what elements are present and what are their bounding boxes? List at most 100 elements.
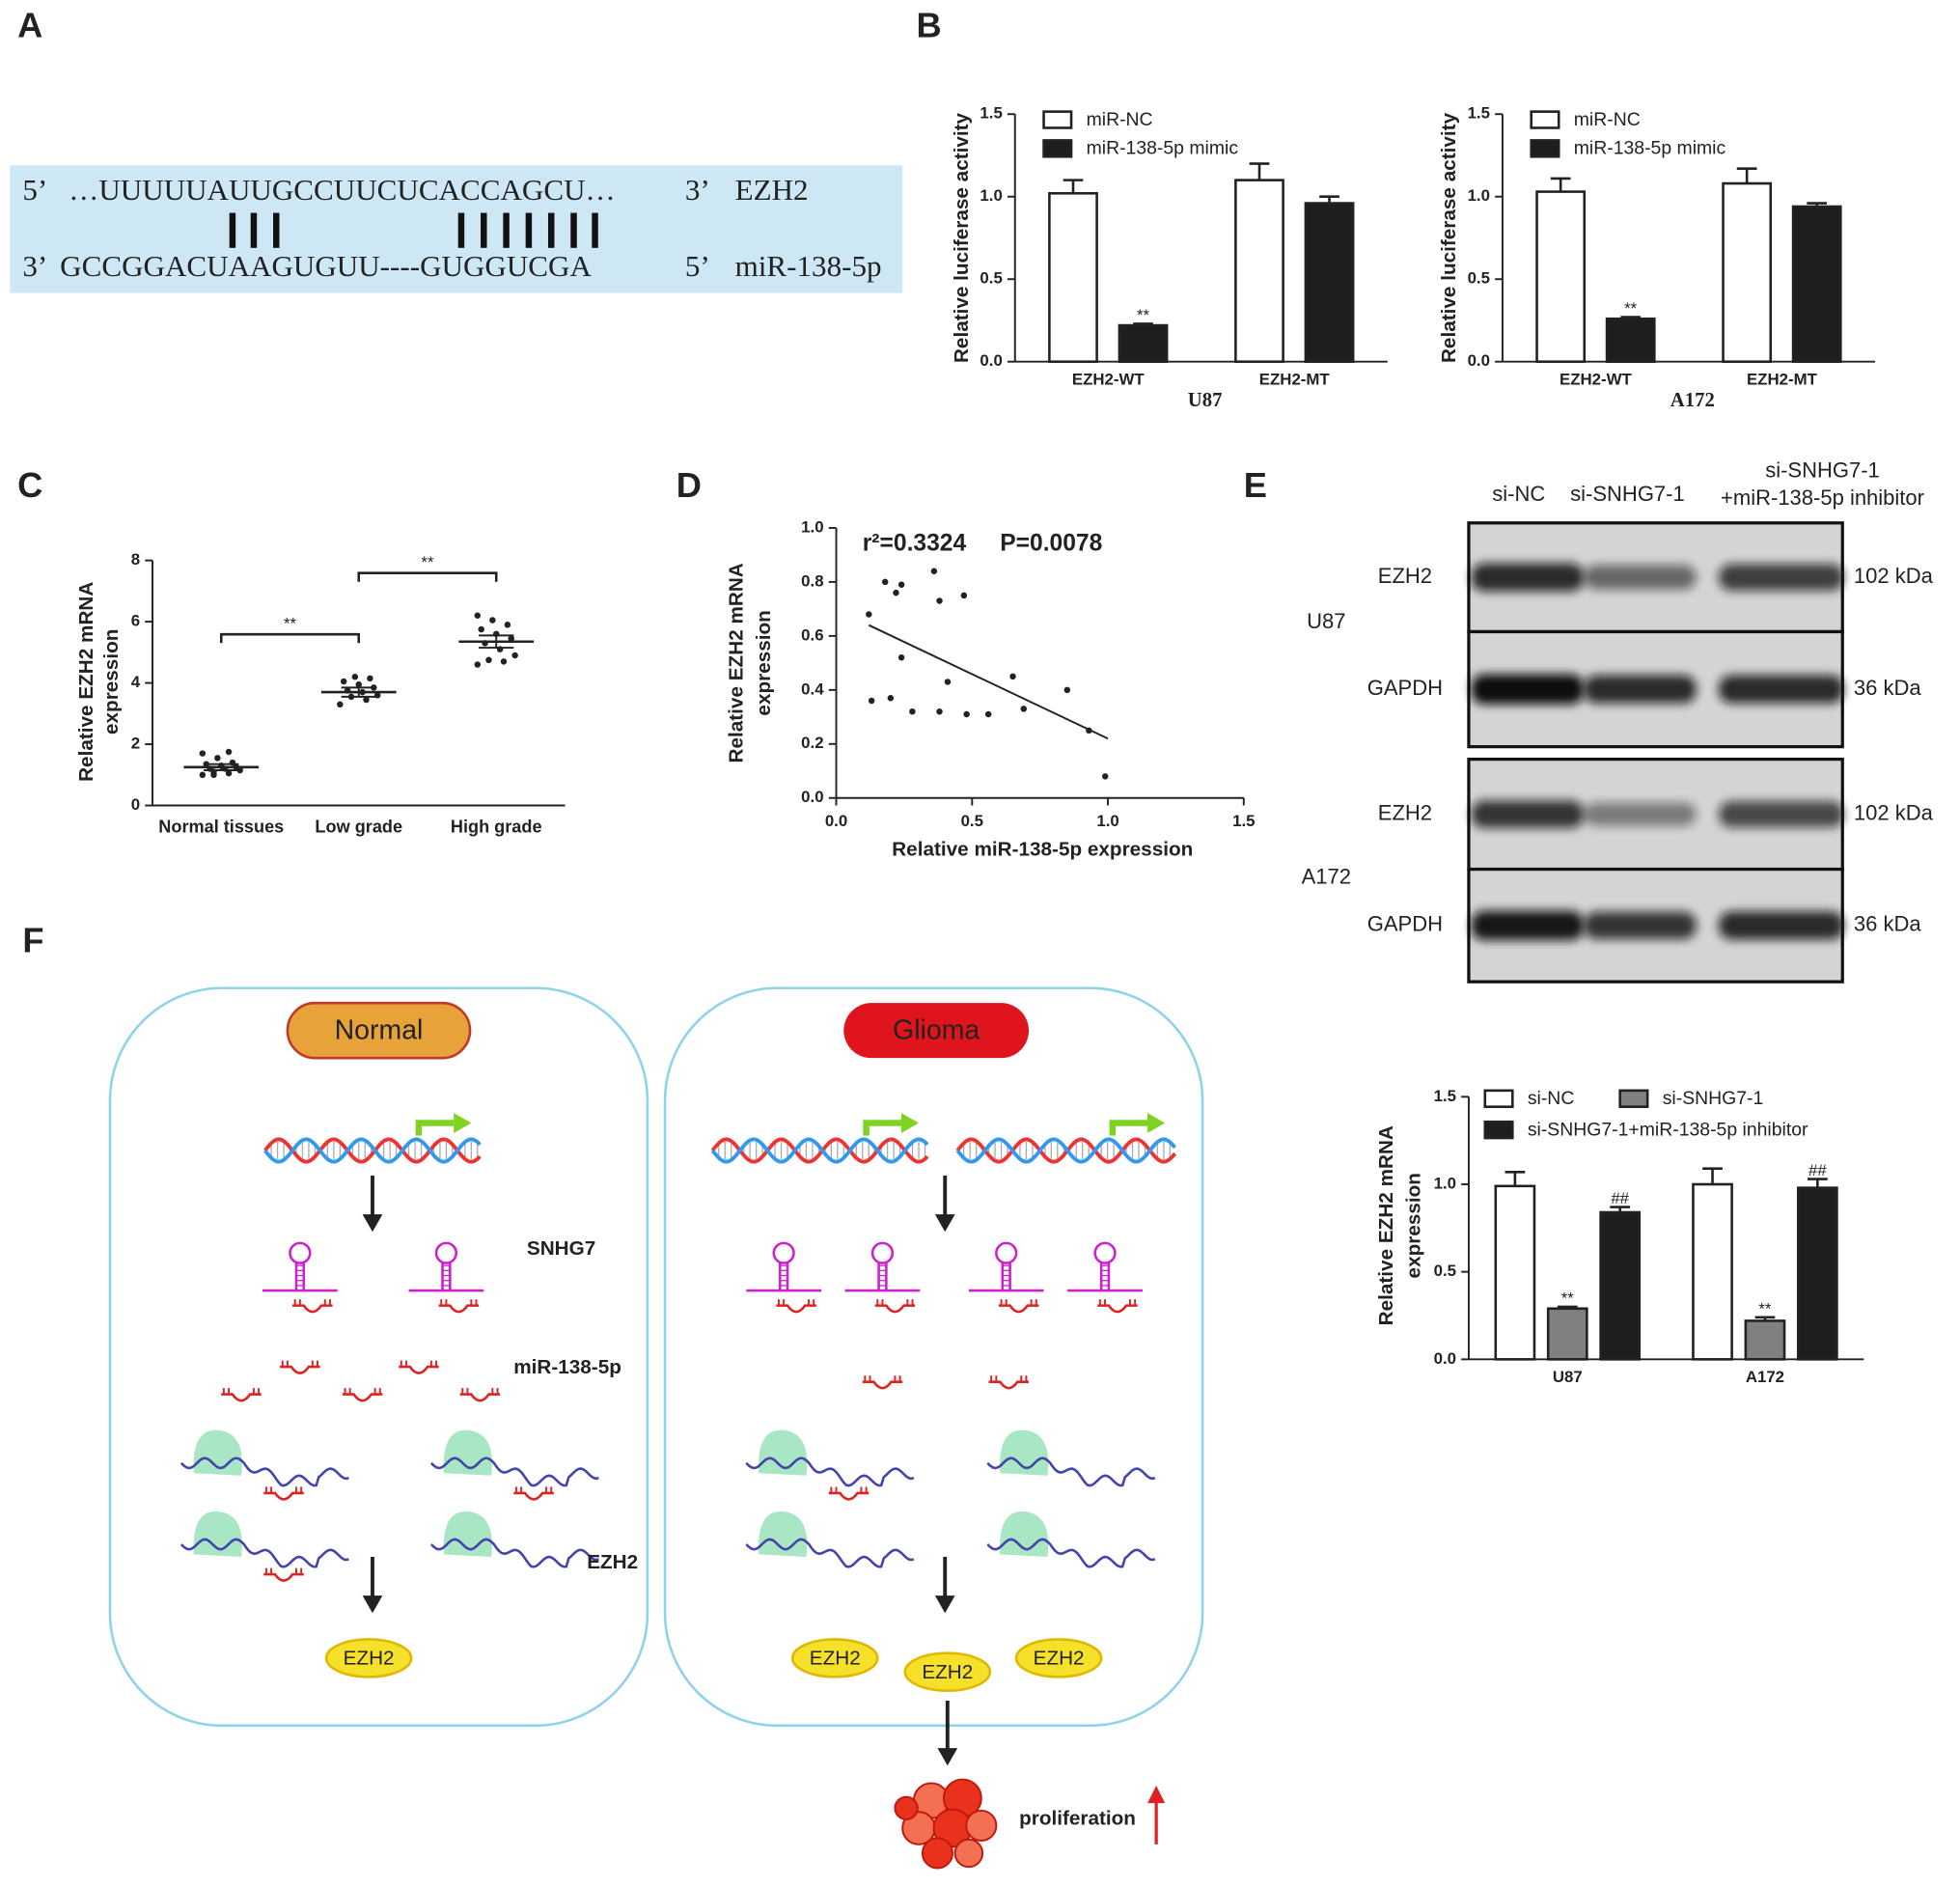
y-tick-label: 1.0 bbox=[1468, 186, 1490, 205]
data-point bbox=[214, 755, 221, 762]
y-axis-label: expression bbox=[1403, 1173, 1425, 1278]
significance-label: ** bbox=[1624, 299, 1638, 318]
mrna-strand bbox=[745, 1456, 915, 1487]
base-pair bbox=[481, 212, 487, 248]
flow-arrowhead bbox=[362, 1214, 383, 1233]
size-label: 36 kDa bbox=[1854, 912, 1921, 936]
ribosome bbox=[759, 1429, 808, 1476]
tumor-cell bbox=[965, 1809, 998, 1842]
data-point bbox=[909, 707, 916, 715]
mrna-strand bbox=[179, 1538, 349, 1568]
y-tick-label: 0.0 bbox=[1468, 351, 1490, 370]
protein bbox=[903, 1651, 992, 1692]
data-point bbox=[199, 771, 207, 779]
data-point bbox=[897, 581, 905, 588]
mirna bbox=[459, 1393, 501, 1402]
y-tick-label: 6 bbox=[131, 612, 140, 630]
significance-label: ## bbox=[1808, 1161, 1827, 1179]
blot-band bbox=[1719, 911, 1844, 940]
x-tick-label: 0.5 bbox=[961, 812, 983, 830]
hairpin-loop bbox=[1093, 1241, 1117, 1264]
y-tick-label: 0 bbox=[131, 795, 140, 814]
bar bbox=[1546, 1307, 1588, 1361]
sequence-text: 5’ bbox=[685, 249, 710, 283]
mirna bbox=[1097, 1304, 1138, 1314]
data-point bbox=[897, 654, 905, 661]
y-tick-label: 1.5 bbox=[1468, 104, 1490, 123]
hairpin-stem bbox=[408, 1262, 484, 1292]
transcription-arrow bbox=[415, 1120, 455, 1136]
mirna bbox=[874, 1304, 916, 1314]
data-point bbox=[351, 673, 359, 680]
data-point bbox=[866, 611, 872, 618]
data-point bbox=[225, 748, 233, 756]
blot-band bbox=[1471, 800, 1585, 828]
data-point bbox=[500, 658, 508, 665]
protein bbox=[324, 1638, 413, 1678]
legend-label: miR-138-5p mimic bbox=[1087, 138, 1239, 159]
panel-label: D bbox=[676, 465, 702, 505]
data-point bbox=[930, 568, 938, 574]
cell-outline bbox=[108, 986, 649, 1728]
sequence-text: miR-138-5p bbox=[735, 249, 882, 283]
legend-swatch bbox=[1618, 1089, 1649, 1108]
blot-band bbox=[1471, 910, 1585, 941]
legend-swatch bbox=[1042, 139, 1073, 158]
bar bbox=[1599, 1210, 1642, 1361]
blot-band bbox=[1584, 675, 1697, 704]
helix-strand bbox=[263, 1137, 482, 1164]
protein bbox=[790, 1638, 879, 1678]
mirna bbox=[998, 1304, 1039, 1314]
transcription-arrow bbox=[863, 1120, 901, 1136]
outcome-label: proliferation bbox=[1019, 1807, 1136, 1829]
bar bbox=[1048, 192, 1098, 363]
trend-line bbox=[868, 624, 1109, 740]
blot-band bbox=[1719, 800, 1844, 828]
data-point bbox=[963, 710, 970, 718]
mirna bbox=[438, 1304, 480, 1314]
title: Glioma bbox=[893, 1014, 980, 1045]
bar bbox=[1744, 1319, 1786, 1361]
helix-strand bbox=[263, 1137, 482, 1164]
mrna-strand bbox=[429, 1456, 599, 1487]
sequence-text: EZH2 bbox=[735, 173, 809, 207]
y-axis-label: Relative EZH2 mRNA bbox=[1375, 1125, 1397, 1325]
mirna bbox=[263, 1491, 304, 1501]
x-axis-label: U87 bbox=[1188, 390, 1223, 411]
y-axis-label: Relative luciferase activity bbox=[951, 112, 973, 363]
tumor-cell bbox=[953, 1838, 984, 1869]
base-pair bbox=[592, 212, 598, 248]
data-point bbox=[868, 697, 875, 705]
y-tick-label: 1.0 bbox=[980, 186, 1002, 205]
y-axis-label: Relative EZH2 mRNA bbox=[726, 563, 748, 763]
base-pair bbox=[503, 212, 510, 248]
significance-label: ** bbox=[421, 553, 434, 571]
data-point bbox=[225, 769, 233, 777]
significance-bracket bbox=[219, 632, 361, 644]
y-tick-label: 0.0 bbox=[980, 351, 1002, 370]
hairpin-stem bbox=[968, 1262, 1044, 1292]
flow-arrowhead bbox=[937, 1748, 958, 1766]
data-point bbox=[340, 678, 347, 685]
y-tick-label: 2 bbox=[131, 735, 140, 753]
mrna-strand bbox=[986, 1538, 1156, 1568]
increase-arrowhead bbox=[1147, 1786, 1166, 1804]
base-pair bbox=[273, 212, 280, 248]
y-tick-label: 0.5 bbox=[1468, 269, 1490, 288]
data-point bbox=[887, 694, 895, 702]
protein-label: EZH2 bbox=[344, 1648, 395, 1670]
data-point bbox=[485, 656, 492, 664]
y-tick-label: 1.0 bbox=[801, 517, 823, 536]
flow-arrowhead bbox=[362, 1595, 383, 1614]
y-tick-label: 0.5 bbox=[980, 269, 1002, 288]
data-point bbox=[355, 680, 362, 688]
mirna-label: miR-138-5p bbox=[513, 1356, 621, 1378]
panel-label: F bbox=[22, 921, 43, 960]
y-tick-label: 0.6 bbox=[801, 625, 823, 644]
mirna bbox=[988, 1380, 1030, 1390]
bar bbox=[1722, 181, 1773, 363]
title: Normal bbox=[335, 1014, 424, 1045]
mirna bbox=[828, 1491, 870, 1501]
legend-swatch bbox=[1483, 1120, 1514, 1140]
protein-label: GAPDH bbox=[1367, 676, 1443, 700]
